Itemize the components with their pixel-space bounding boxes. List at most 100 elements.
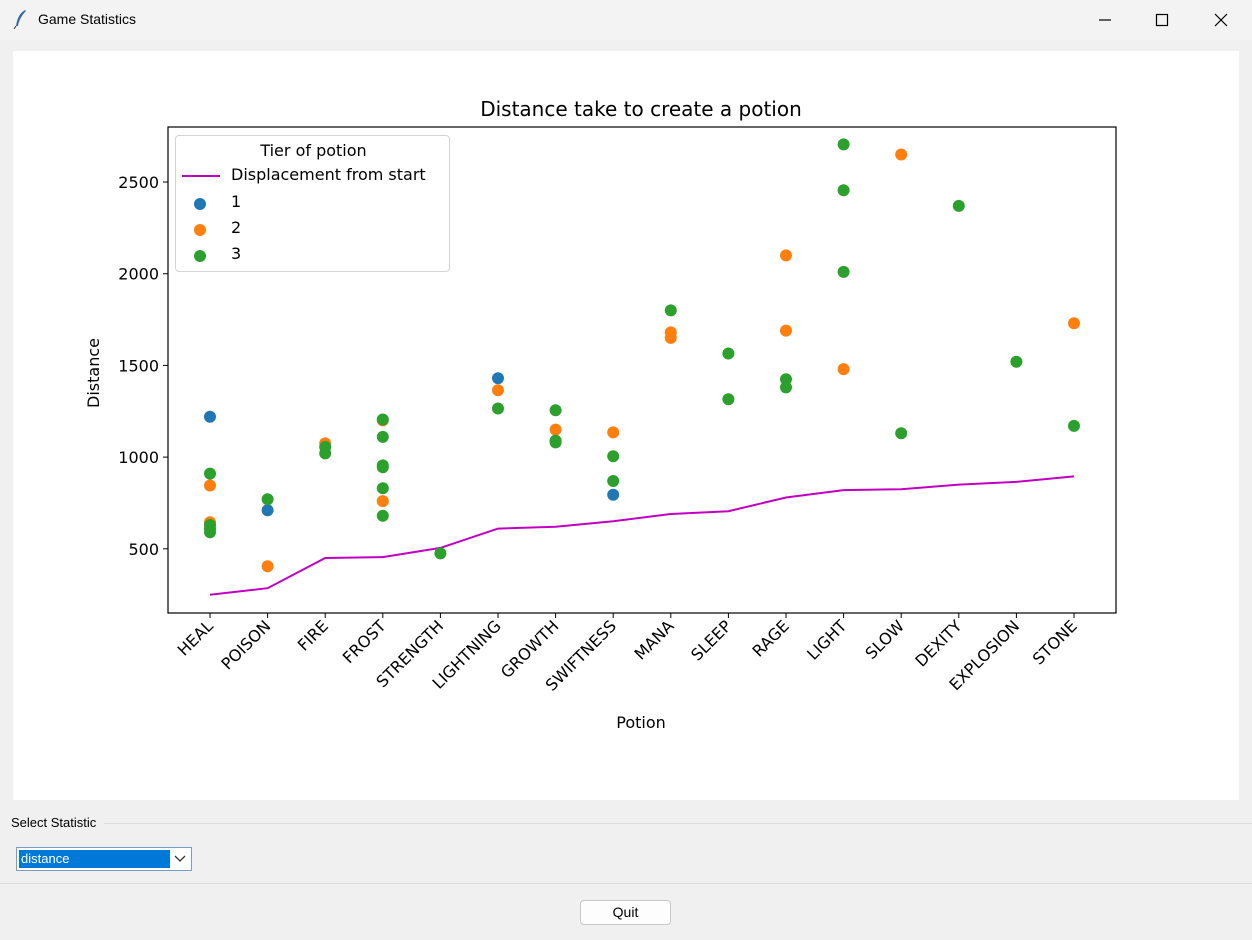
- scatter-point-tier1: [492, 372, 504, 385]
- chevron-down-icon: [174, 855, 186, 862]
- scatter-point-tier3: [376, 461, 389, 474]
- scatter-point-tier3: [549, 404, 562, 417]
- close-icon: [1214, 13, 1228, 27]
- x-tick-label: POISON: [217, 616, 274, 673]
- displacement-line: [209, 475, 1075, 596]
- legend-tier2-swatch: [194, 224, 206, 236]
- minimize-button[interactable]: [1076, 0, 1134, 40]
- x-tick-label: FROST: [339, 616, 390, 667]
- scatter-point-tier3: [204, 467, 216, 480]
- x-axis-ticks: HEAL POISON FIRE FROSTSTRENGTHLIGHTNINGGROW…: [174, 613, 1081, 695]
- quit-button[interactable]: Quit: [580, 900, 671, 925]
- scatter-point-tier3: [780, 381, 792, 394]
- scatter-point-tier3: [319, 447, 332, 460]
- legend-tier2-label: 2: [231, 218, 242, 237]
- scatter-point-tier3: [722, 347, 735, 360]
- scatter-point-tier2: [780, 249, 792, 262]
- feather-icon: [13, 10, 26, 29]
- x-axis-label: Potion: [616, 713, 666, 732]
- scatter-point-tier3: [376, 413, 389, 426]
- legend-line-label: Displacement from start: [231, 165, 426, 184]
- y-tick-label: 1500: [118, 356, 159, 375]
- legend-item-tier1: 1: [176, 192, 451, 214]
- scatter-point-tier1: [607, 488, 620, 501]
- scatter-point-tier3: [261, 493, 274, 506]
- x-tick-label: MANA: [630, 616, 677, 663]
- scatter-point-tier3: [1010, 355, 1023, 368]
- scatter-point-tier3: [607, 475, 620, 487]
- scatter-point-tier3: [607, 450, 620, 463]
- x-tick-label: SLEEP: [687, 616, 735, 664]
- scatter-point-tier3: [837, 265, 850, 278]
- close-button[interactable]: [1192, 0, 1250, 40]
- y-tick-label: 500: [128, 540, 159, 559]
- title-bar[interactable]: Game Statistics: [0, 0, 1252, 40]
- dropdown-button[interactable]: [170, 849, 190, 869]
- y-axis-label: Distance: [84, 338, 103, 408]
- minimize-icon: [1099, 19, 1111, 21]
- scatter-point-tier3: [895, 427, 908, 440]
- maximize-icon: [1155, 13, 1169, 27]
- x-tick-label: STONE: [1029, 616, 1081, 668]
- scatter-point-tier2: [204, 479, 216, 492]
- scatter-point-tier2: [607, 426, 620, 439]
- legend-item-tier2: 2: [176, 218, 451, 240]
- chart-title: Distance take to create a potion: [480, 97, 802, 121]
- scatter-point-tier2: [492, 384, 504, 397]
- maximize-button[interactable]: [1133, 0, 1191, 40]
- scatter-point-tier1: [204, 410, 216, 423]
- legend-tier1-swatch: [194, 198, 206, 210]
- scatter-point-tier3: [837, 184, 850, 197]
- scatter-point-tier2: [549, 423, 562, 436]
- scatter-point-tier2: [837, 363, 850, 376]
- statistic-select-value[interactable]: distance: [18, 849, 171, 869]
- scatter-point-tier2: [895, 148, 908, 161]
- x-tick-label: SLOW: [861, 616, 908, 663]
- x-tick-label: FIRE: [294, 616, 332, 654]
- x-tick-label: HEAL: [174, 616, 217, 659]
- scatter-point-tier2: [261, 560, 274, 573]
- plot-frame: [167, 126, 1117, 614]
- legend-item-line: Displacement from start: [176, 165, 451, 187]
- scatter-point-tier2: [1068, 317, 1080, 330]
- scatter-point-tier3: [1068, 419, 1080, 432]
- select-group-separator: [104, 823, 1252, 824]
- scatter-point-tier3: [837, 138, 850, 151]
- legend-tier3-label: 3: [231, 244, 242, 263]
- window-title: Game Statistics: [38, 11, 137, 27]
- scatter-points-group: [204, 138, 1080, 573]
- legend-tier1-label: 1: [231, 192, 242, 211]
- scatter-point-tier1: [261, 504, 274, 517]
- legend-title: Tier of potion: [260, 141, 367, 160]
- y-tick-label: 2000: [118, 265, 159, 284]
- scatter-point-tier3: [376, 509, 389, 522]
- statistic-select[interactable]: distance: [16, 847, 192, 871]
- select-statistic-label: Select Statistic: [11, 815, 99, 830]
- scatter-point-tier3: [376, 482, 389, 495]
- x-tick-label: RAGE: [749, 616, 793, 660]
- scatter-point-tier2: [664, 331, 677, 344]
- scatter-point-tier3: [549, 436, 562, 449]
- displacement-line-group: [209, 475, 1075, 596]
- x-tick-label: LIGHT: [803, 616, 850, 663]
- scatter-point-tier3: [434, 547, 447, 560]
- bottom-separator: [0, 883, 1252, 884]
- scatter-point-tier3: [780, 373, 792, 386]
- x-tick-label: DEXITY: [911, 616, 965, 670]
- scatter-point-tier3: [952, 199, 965, 212]
- legend-line-swatch: [182, 175, 220, 177]
- chart-legend: Tier of potion Displacement from start 1…: [175, 135, 450, 272]
- legend-tier3-swatch: [194, 250, 206, 262]
- scatter-point-tier2: [376, 495, 389, 508]
- scatter-point-tier3: [492, 402, 504, 415]
- scatter-point-tier3: [376, 430, 389, 443]
- scatter-point-tier2: [780, 324, 792, 337]
- scatter-point-tier3: [722, 393, 735, 406]
- legend-item-tier3: 3: [176, 244, 451, 266]
- scatter-point-tier3: [204, 526, 216, 539]
- y-tick-label: 1000: [118, 448, 159, 467]
- y-axis-ticks: 500 1000 1500 2000 2500: [118, 173, 168, 559]
- scatter-point-tier3: [664, 304, 677, 317]
